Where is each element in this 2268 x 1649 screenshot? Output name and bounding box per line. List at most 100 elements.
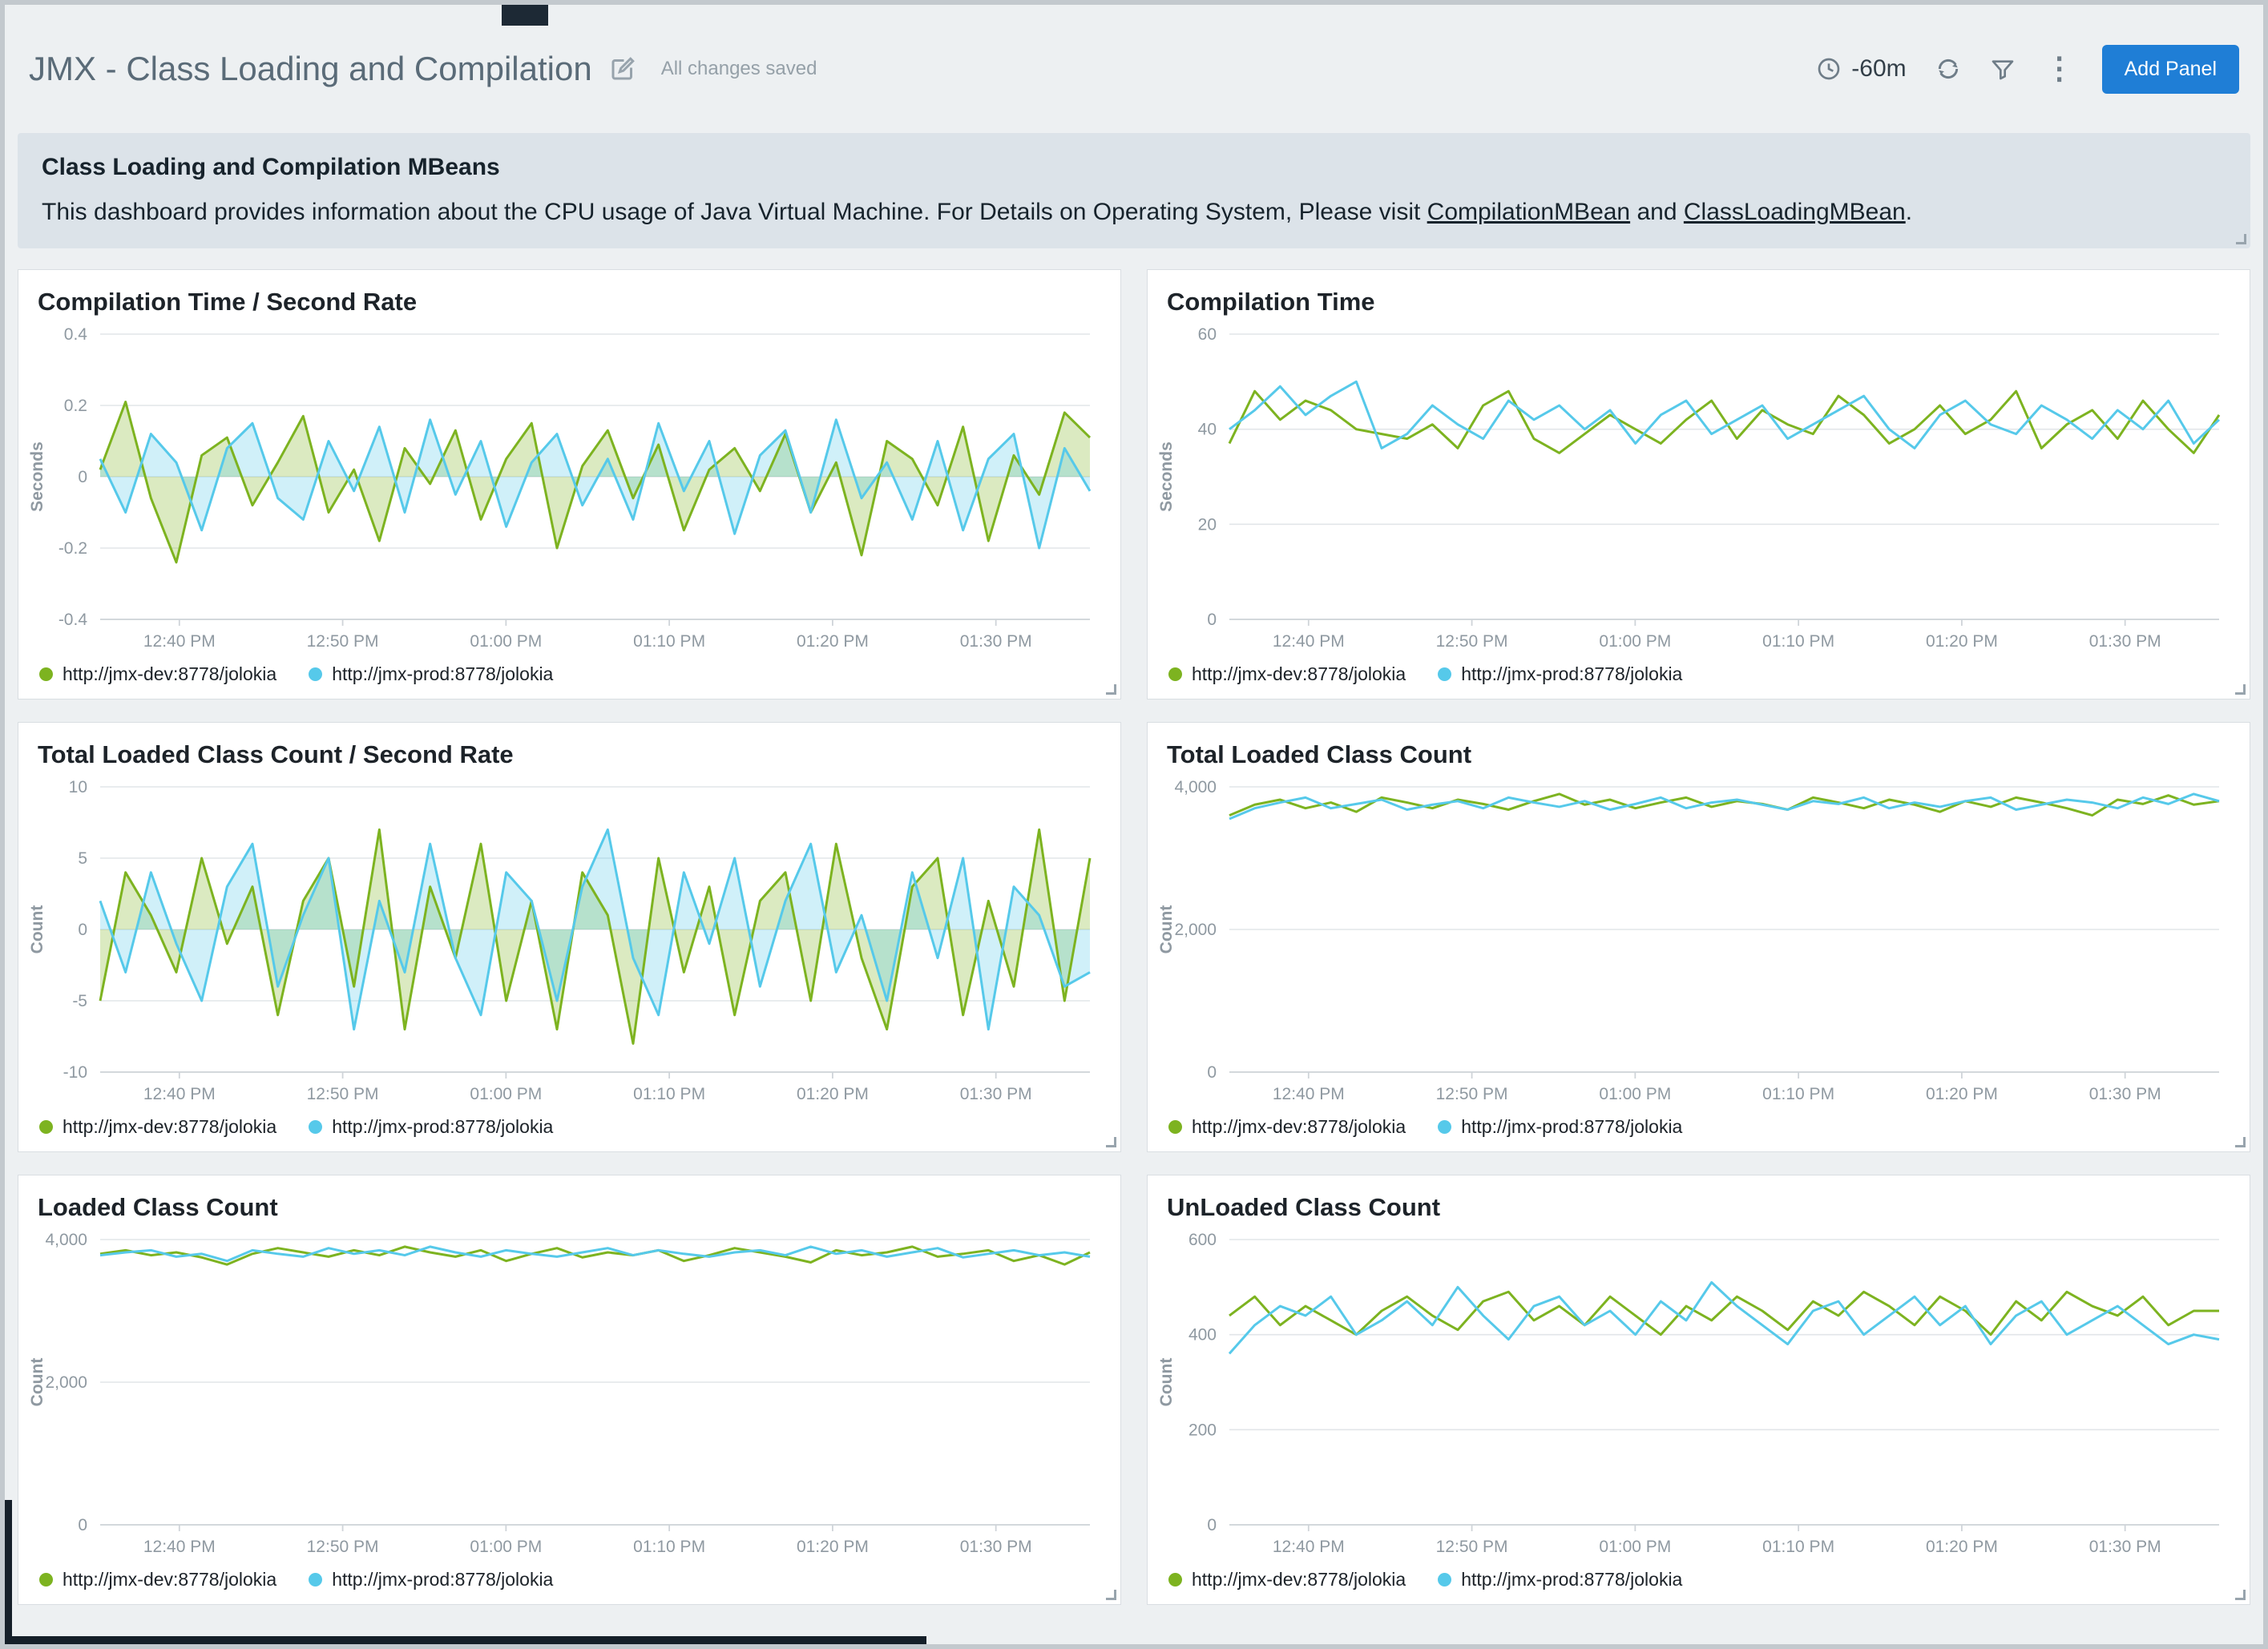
legend-item-dev[interactable]: http://jmx-dev:8778/jolokia: [1168, 663, 1406, 685]
panel-title[interactable]: UnLoaded Class Count: [1167, 1193, 1441, 1221]
save-status: All changes saved: [660, 58, 817, 79]
svg-text:01:10 PM: 01:10 PM: [633, 1085, 705, 1103]
panel-resize-handle[interactable]: [2235, 684, 2246, 695]
svg-text:0: 0: [78, 1516, 87, 1534]
series-dot-prod: [1438, 1572, 1452, 1587]
add-panel-button[interactable]: Add Panel: [2101, 44, 2239, 94]
panel-resize-handle[interactable]: [1106, 1137, 1116, 1147]
panel-title[interactable]: Total Loaded Class Count / Second Rate: [38, 740, 514, 768]
screen-edge-artifact-bottom: [5, 1636, 926, 1644]
chart-canvas[interactable]: 10 5 0 -5 -10 12:40 PM 12:50 PM 01:00 PM 01:10 P…: [18, 774, 1120, 1107]
series-dot-prod: [1438, 1119, 1452, 1134]
svg-text:01:10 PM: 01:10 PM: [1762, 1085, 1834, 1103]
panel-resize-handle[interactable]: [1106, 684, 1116, 695]
svg-text:01:00 PM: 01:00 PM: [1599, 1085, 1671, 1103]
svg-text:01:20 PM: 01:20 PM: [797, 1085, 869, 1103]
svg-text:Count: Count: [1157, 1358, 1176, 1407]
filter-funnel-icon[interactable]: [1990, 56, 2016, 82]
chart-canvas[interactable]: 4,000 2,000 0 12:40 PM 12:50 PM 01:00 PM 01:10…: [18, 1227, 1120, 1560]
panel-total-loaded-class-count: Total Loaded Class Count 4,000 2,000 0 12:4…: [1147, 722, 2250, 1152]
rename-dashboard-icon[interactable]: [608, 54, 637, 83]
panel-resize-handle[interactable]: [2235, 1590, 2246, 1600]
note-text: This dashboard provides information abou…: [42, 199, 1427, 225]
legend-label-prod: http://jmx-prod:8778/jolokia: [1461, 663, 1683, 684]
note-text-suffix: .: [1905, 199, 1913, 225]
legend-item-dev[interactable]: http://jmx-dev:8778/jolokia: [39, 663, 276, 685]
panel-title[interactable]: Loaded Class Count: [38, 1193, 278, 1221]
legend-item-prod[interactable]: http://jmx-prod:8778/jolokia: [309, 1569, 553, 1591]
panel-compilation-time-rate: Compilation Time / Second Rate 0.4 0.2 0 -0…: [18, 269, 1121, 700]
chart-canvas[interactable]: 0.4 0.2 0 -0.2 -0.4 12:40 PM 12:50 PM 01:00 PM 0…: [18, 321, 1120, 655]
svg-text:-5: -5: [72, 992, 87, 1010]
chart-canvas[interactable]: 60 40 20 0 12:40 PM 12:50 PM 01:00 PM 01:10 PM 0…: [1148, 321, 2250, 655]
panel-compilation-time: Compilation Time 60 40 20 0 12:40 PM 12:50 PM…: [1147, 269, 2250, 700]
svg-text:01:00 PM: 01:00 PM: [1599, 632, 1671, 651]
legend-label-dev: http://jmx-dev:8778/jolokia: [1192, 1568, 1406, 1590]
legend-item-prod[interactable]: http://jmx-prod:8778/jolokia: [309, 1116, 553, 1138]
legend-item-prod[interactable]: http://jmx-prod:8778/jolokia: [309, 663, 553, 685]
clock-icon: [1816, 56, 1842, 82]
series-dot-prod: [1438, 667, 1452, 681]
chart-legend: http://jmx-dev:8778/jolokia http://jmx-p…: [1148, 1107, 2250, 1146]
chart-canvas[interactable]: 600 400 200 0 12:40 PM 12:50 PM 01:00 PM 01:10 …: [1148, 1227, 2250, 1560]
legend-item-dev[interactable]: http://jmx-dev:8778/jolokia: [1168, 1116, 1406, 1138]
svg-text:-10: -10: [63, 1063, 87, 1082]
panel-title[interactable]: Total Loaded Class Count: [1167, 740, 1472, 768]
svg-text:0: 0: [78, 468, 87, 486]
screen-edge-artifact-top: [502, 5, 548, 26]
panel-total-loaded-class-rate: Total Loaded Class Count / Second Rate 1…: [18, 722, 1121, 1152]
chart-canvas[interactable]: 4,000 2,000 0 12:40 PM 12:50 PM 01:00 PM 01:10…: [1148, 774, 2250, 1107]
svg-text:Seconds: Seconds: [28, 441, 46, 512]
svg-text:01:00 PM: 01:00 PM: [1599, 1538, 1671, 1556]
markdown-note-panel: Class Loading and Compilation MBeans Thi…: [18, 133, 2250, 248]
classloading-mbean-link[interactable]: ClassLoadingMBean: [1683, 199, 1906, 225]
svg-text:0: 0: [78, 921, 87, 939]
svg-text:0: 0: [1207, 611, 1217, 629]
series-dot-dev: [39, 1572, 53, 1587]
svg-text:01:30 PM: 01:30 PM: [2089, 632, 2161, 651]
series-dot-prod: [309, 1119, 323, 1134]
time-range-value: -60m: [1851, 55, 1907, 82]
svg-text:12:50 PM: 12:50 PM: [1436, 632, 1508, 651]
svg-text:600: 600: [1188, 1231, 1217, 1249]
svg-text:01:00 PM: 01:00 PM: [470, 1538, 542, 1556]
svg-text:40: 40: [1198, 421, 1217, 439]
legend-item-prod[interactable]: http://jmx-prod:8778/jolokia: [1438, 1116, 1682, 1138]
panel-title[interactable]: Compilation Time: [1167, 288, 1375, 316]
legend-item-prod[interactable]: http://jmx-prod:8778/jolokia: [1438, 1569, 1682, 1591]
note-resize-handle[interactable]: [2236, 234, 2246, 244]
svg-text:4,000: 4,000: [1174, 778, 1217, 796]
panel-title[interactable]: Compilation Time / Second Rate: [38, 288, 418, 316]
legend-label-dev: http://jmx-dev:8778/jolokia: [1192, 1115, 1406, 1137]
legend-item-dev[interactable]: http://jmx-dev:8778/jolokia: [1168, 1569, 1406, 1591]
svg-text:2,000: 2,000: [1174, 921, 1217, 939]
legend-label-dev: http://jmx-dev:8778/jolokia: [63, 663, 277, 684]
panel-resize-handle[interactable]: [2235, 1137, 2246, 1147]
refresh-icon[interactable]: [1935, 56, 1961, 82]
svg-text:12:50 PM: 12:50 PM: [1436, 1538, 1508, 1556]
legend-label-dev: http://jmx-dev:8778/jolokia: [63, 1568, 277, 1590]
compilation-mbean-link[interactable]: CompilationMBean: [1427, 199, 1631, 225]
note-body: This dashboard provides information abou…: [42, 199, 2226, 226]
chart-legend: http://jmx-dev:8778/jolokia http://jmx-p…: [18, 1107, 1120, 1146]
time-range-selector[interactable]: -60m: [1816, 55, 1907, 83]
legend-item-dev[interactable]: http://jmx-dev:8778/jolokia: [39, 1116, 276, 1138]
legend-label-prod: http://jmx-prod:8778/jolokia: [1461, 1115, 1683, 1137]
panel-resize-handle[interactable]: [1106, 1590, 1116, 1600]
svg-text:01:10 PM: 01:10 PM: [633, 1538, 705, 1556]
svg-text:Seconds: Seconds: [1157, 441, 1176, 512]
svg-text:01:30 PM: 01:30 PM: [2089, 1085, 2161, 1103]
kebab-menu-icon[interactable]: ⋮: [2044, 52, 2075, 86]
svg-text:-0.4: -0.4: [59, 611, 88, 629]
svg-text:01:00 PM: 01:00 PM: [470, 1085, 542, 1103]
series-dot-prod: [309, 1572, 323, 1587]
svg-text:5: 5: [78, 849, 87, 868]
svg-text:0.4: 0.4: [64, 325, 88, 344]
svg-text:Count: Count: [28, 905, 46, 954]
chart-legend: http://jmx-dev:8778/jolokia http://jmx-p…: [1148, 655, 2250, 693]
legend-label-dev: http://jmx-dev:8778/jolokia: [1192, 663, 1406, 684]
panel-grid: Compilation Time / Second Rate 0.4 0.2 0 -0…: [18, 269, 2250, 1605]
svg-text:-0.2: -0.2: [59, 539, 87, 558]
legend-item-prod[interactable]: http://jmx-prod:8778/jolokia: [1438, 663, 1682, 685]
legend-item-dev[interactable]: http://jmx-dev:8778/jolokia: [39, 1569, 276, 1591]
